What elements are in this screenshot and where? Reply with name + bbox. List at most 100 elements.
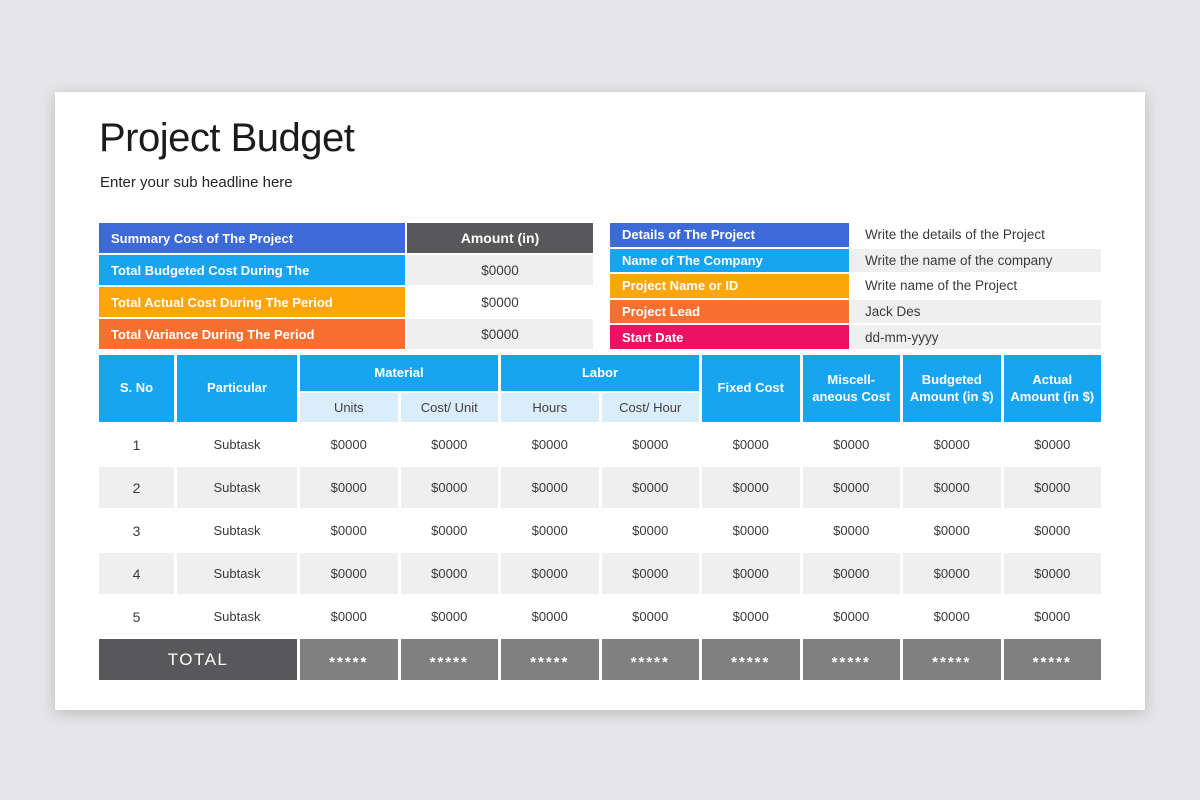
cell-value: $0000 — [531, 609, 568, 624]
total-row-value: ***** — [400, 639, 498, 680]
summary-row-value: $0000 — [407, 287, 593, 317]
details-row-value: Write the details of the Project — [851, 223, 1101, 247]
col-subheader-hours: Hours — [501, 393, 599, 422]
total-row-value: ***** — [300, 639, 398, 680]
col-header-particular: Particular — [177, 355, 297, 422]
summary-cost-table: Summary Cost of The Project Amount (in) … — [99, 223, 593, 349]
cell-value: $0000 — [330, 437, 367, 452]
project-details-table: Details of The Project Write the details… — [610, 223, 1101, 349]
cell-value: $0000 — [802, 553, 900, 594]
cell-value: $0000 — [933, 523, 970, 538]
cell-value: $0000 — [732, 523, 769, 538]
cell-value: $0000 — [833, 609, 870, 624]
details-row-label: Name of The Company — [610, 248, 849, 273]
cell-value: $0000 — [330, 523, 367, 538]
cell-value: $0000 — [833, 523, 870, 538]
masked-total: ***** — [530, 654, 570, 671]
cell-value: $0000 — [400, 467, 498, 508]
cell-value: $0000 — [632, 523, 669, 538]
details-row-label: Project Name or ID — [610, 274, 849, 298]
cell-value: $0000 — [1034, 523, 1071, 538]
cell-value: $0000 — [802, 467, 900, 508]
masked-total: ***** — [630, 654, 670, 671]
summary-row-label: Total Actual Cost During The Period — [99, 287, 405, 317]
cell-value: $0000 — [1003, 553, 1101, 594]
cell-value: $0000 — [933, 437, 970, 452]
cell-value: $0000 — [300, 467, 398, 508]
col-group-material: Material — [300, 355, 498, 391]
col-subheader-units: Units — [300, 393, 398, 422]
cell-value: $0000 — [1034, 609, 1071, 624]
cell-sno: 5 — [132, 608, 141, 625]
col-header-misc-cost: Miscell-aneous Cost — [802, 355, 900, 422]
summary-row-label: Total Budgeted Cost During The — [99, 255, 405, 285]
details-row-value: Jack Des — [851, 299, 1101, 324]
cell-sno: 2 — [99, 467, 174, 508]
total-row-value: ***** — [802, 639, 900, 680]
cell-value: $0000 — [300, 553, 398, 594]
cell-particular: Subtask — [177, 553, 297, 594]
cell-value: $0000 — [601, 467, 699, 508]
cell-value: $0000 — [833, 437, 870, 452]
total-row-value: ***** — [702, 639, 800, 680]
cell-value: $0000 — [431, 609, 468, 624]
cell-sno: 3 — [132, 522, 141, 539]
cell-value: $0000 — [330, 609, 367, 624]
details-row-label: Start Date — [610, 325, 849, 349]
summary-header-amount: Amount (in) — [407, 223, 593, 253]
cell-particular: Subtask — [177, 467, 297, 508]
page-title: Project Budget — [99, 116, 355, 160]
details-row-label: Project Lead — [610, 299, 849, 324]
total-row-value: ***** — [1003, 639, 1101, 680]
cell-value: $0000 — [702, 553, 800, 594]
cell-value: $0000 — [1003, 467, 1101, 508]
col-subheader-cost-unit: Cost/ Unit — [400, 393, 498, 422]
summary-row-value: $0000 — [407, 255, 593, 285]
cell-value: $0000 — [531, 437, 568, 452]
cell-value: $0000 — [702, 467, 800, 508]
cell-particular: Subtask — [213, 523, 261, 538]
cell-value: $0000 — [601, 553, 699, 594]
total-row-value: ***** — [501, 639, 599, 680]
cell-value: $0000 — [632, 437, 669, 452]
col-header-sno: S. No — [99, 355, 174, 422]
cell-value: $0000 — [1034, 437, 1071, 452]
details-row-value: Write name of the Project — [851, 274, 1101, 298]
cell-sno: 1 — [132, 436, 141, 453]
masked-total: ***** — [429, 654, 469, 671]
col-header-budgeted-amount: Budgeted Amount (in $) — [903, 355, 1001, 422]
cell-value: $0000 — [903, 467, 1001, 508]
col-subheader-cost-hour: Cost/ Hour — [601, 393, 699, 422]
page-subtitle: Enter your sub headline here — [100, 174, 293, 191]
slide-card: Project Budget Enter your sub headline h… — [55, 92, 1145, 710]
summary-row-value: $0000 — [407, 319, 593, 349]
cell-value: $0000 — [501, 467, 599, 508]
total-row-label: TOTAL — [99, 639, 297, 680]
masked-total: ***** — [731, 654, 771, 671]
cell-value: $0000 — [400, 553, 498, 594]
total-row-value: ***** — [903, 639, 1001, 680]
masked-total: ***** — [831, 654, 871, 671]
cell-value: $0000 — [933, 609, 970, 624]
details-row-value: Write the name of the company — [851, 248, 1101, 273]
cell-value: $0000 — [501, 553, 599, 594]
cell-sno: 4 — [99, 553, 174, 594]
cell-value: $0000 — [431, 523, 468, 538]
col-header-fixed-cost: Fixed Cost — [702, 355, 800, 422]
cell-value: $0000 — [531, 523, 568, 538]
summary-header-label: Summary Cost of The Project — [99, 223, 405, 253]
col-header-actual-amount: Actual Amount (in $) — [1003, 355, 1101, 422]
summary-row-label: Total Variance During The Period — [99, 319, 405, 349]
details-row-value: dd-mm-yyyy — [851, 325, 1101, 349]
cell-value: $0000 — [903, 553, 1001, 594]
details-row-label: Details of The Project — [610, 223, 849, 247]
cell-value: $0000 — [632, 609, 669, 624]
col-group-labor: Labor — [501, 355, 699, 391]
cell-particular: Subtask — [213, 609, 261, 624]
cell-particular: Subtask — [213, 437, 261, 452]
masked-total: ***** — [329, 654, 369, 671]
budget-table: S. No Particular Material Labor Fixed Co… — [99, 355, 1101, 680]
total-row-value: ***** — [601, 639, 699, 680]
masked-total: ***** — [1032, 654, 1072, 671]
cell-value: $0000 — [431, 437, 468, 452]
